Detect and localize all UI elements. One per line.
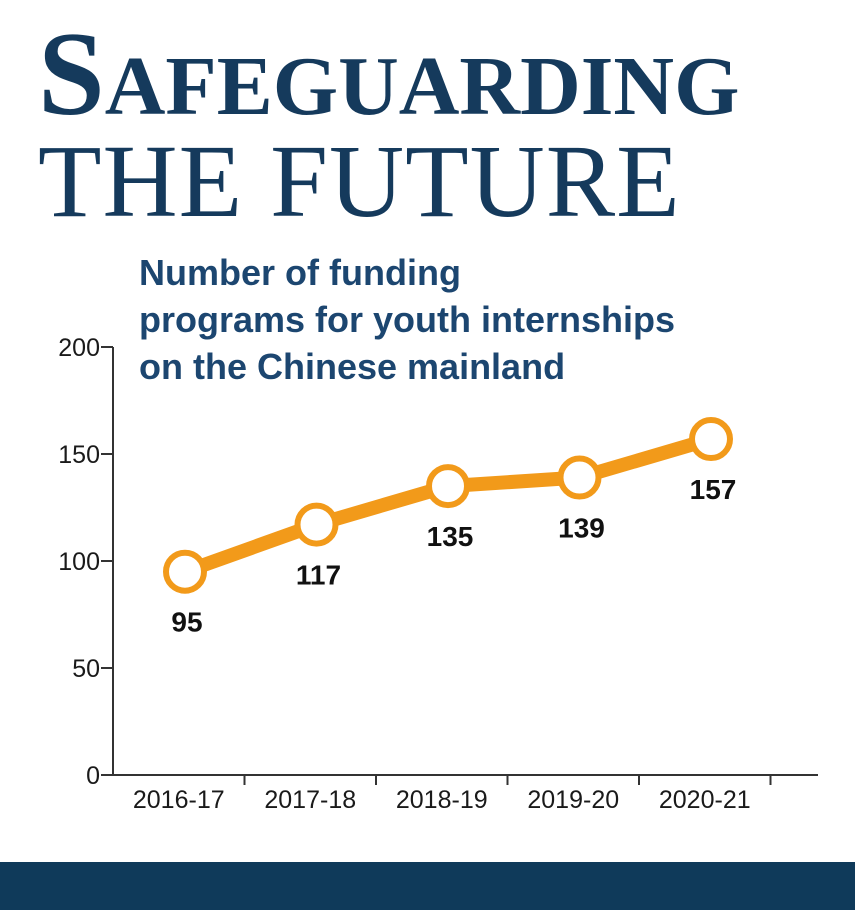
y-tick-label: 200 — [58, 334, 100, 362]
headline-line-1: Safeguarding — [38, 14, 739, 134]
chart-axes: 0 50 100 150 200 2016-17 2017-18 2018-19 2019-20… — [58, 334, 818, 814]
data-label: 95 — [171, 607, 202, 638]
chart-data-labels: 95 117 135 139 157 — [171, 474, 736, 638]
data-point — [557, 455, 602, 500]
data-point — [689, 417, 733, 462]
chart-title: Number of funding programs for youth int… — [139, 252, 676, 387]
chart-series — [163, 417, 733, 594]
data-label: 139 — [558, 513, 605, 544]
headline-initial: S — [38, 7, 105, 140]
data-label: 117 — [296, 560, 341, 591]
headline-rest: afeguarding — [104, 7, 740, 140]
x-tick-label: 2016-17 — [133, 786, 225, 814]
data-point — [163, 549, 207, 594]
x-tick-label: 2017-18 — [264, 786, 356, 814]
x-tick-label: 2018-19 — [396, 786, 488, 814]
data-label: 135 — [427, 521, 474, 552]
y-tick-label: 50 — [72, 655, 100, 683]
x-tick-label: 2019-20 — [527, 786, 619, 814]
headline-line-2: THE FUTURE — [38, 124, 681, 239]
data-label: 157 — [690, 474, 737, 505]
data-point — [294, 502, 339, 547]
y-tick-label: 0 — [86, 762, 100, 790]
y-tick-label: 150 — [58, 441, 100, 469]
data-point — [426, 464, 470, 509]
x-tick-label: 2020-21 — [659, 786, 751, 814]
y-tick-label: 100 — [58, 548, 100, 576]
footer-bar — [0, 862, 855, 910]
